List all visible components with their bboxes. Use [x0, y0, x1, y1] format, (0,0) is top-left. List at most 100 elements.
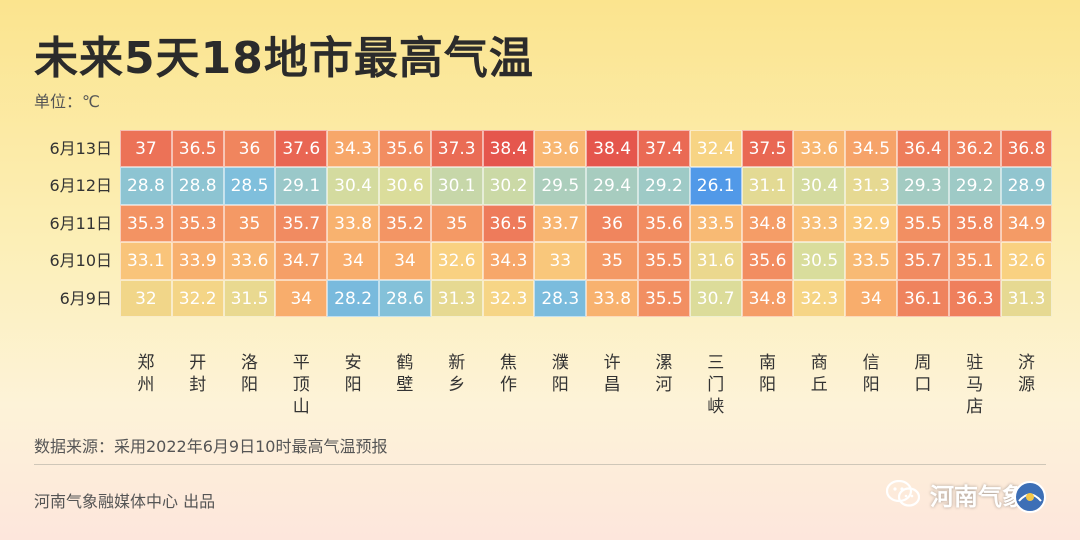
chart-title: 未来5天18地市最高气温 [34, 33, 534, 84]
heatmap-cell: 32.6 [1000, 242, 1053, 280]
footer-divider [34, 464, 1046, 465]
heatmap-cell: 34 [275, 279, 328, 317]
heatmap-cell: 36.4 [897, 130, 949, 168]
wechat-icon [886, 480, 920, 507]
heatmap-cell: 33.6 [534, 130, 587, 168]
row-label: 6月13日 [49, 139, 112, 158]
row-label: 6月10日 [49, 251, 112, 271]
heatmap-cell: 36.8 [1000, 130, 1053, 168]
column-label: 新乡 [448, 353, 466, 395]
heatmap-cell: 28.5 [223, 167, 276, 205]
heatmap-cell: 31.3 [1000, 279, 1053, 317]
heatmap-cell: 37.6 [275, 130, 328, 168]
row-label: 6月9日 [59, 288, 112, 308]
heatmap-cell: 32.3 [482, 279, 535, 317]
column-label: 周口 [914, 353, 932, 395]
heatmap-cell: 32.4 [689, 130, 742, 168]
heatmap-cell: 34.3 [482, 242, 535, 280]
column-label: 漯河 [655, 353, 673, 395]
column-label: 开封 [189, 353, 207, 395]
heatmap-cell: 33 [534, 242, 587, 280]
heatmap-cell: 29.4 [586, 167, 638, 205]
heatmap-cell: 37.3 [430, 130, 483, 168]
heatmap-cell: 34.9 [1000, 204, 1053, 243]
heatmap-cell: 35.6 [638, 204, 690, 243]
heatmap-cell: 37 [120, 130, 172, 168]
heatmap-cell: 28.6 [379, 279, 431, 317]
heatmap-cell: 30.1 [430, 167, 483, 205]
heatmap-cell: 28.3 [534, 279, 587, 317]
heatmap-cell: 32.3 [793, 279, 846, 317]
heatmap-cell: 30.5 [793, 242, 846, 280]
column-label: 濮阳 [551, 353, 569, 395]
heatmap-cell: 34.3 [327, 130, 379, 168]
heatmap-cell: 35.7 [275, 204, 328, 243]
heatmap-cell: 33.9 [171, 242, 224, 280]
row-label: 6月11日 [49, 213, 112, 233]
heatmap-cell: 35 [586, 242, 638, 280]
heatmap-cell: 36.2 [948, 130, 1001, 168]
heatmap-cell: 33.8 [327, 204, 379, 243]
heatmap-cell: 35.6 [741, 242, 794, 280]
brand-mark: 河南气象 [886, 474, 1026, 514]
heatmap-cell: 29.3 [897, 167, 949, 205]
heatmap-cell: 35 [430, 204, 483, 243]
heatmap-cell: 35.6 [379, 130, 431, 168]
heatmap-cell: 30.6 [379, 167, 431, 205]
column-label: 三门峡 [707, 353, 725, 417]
column-label: 鹤壁 [396, 353, 414, 395]
heatmap-cell: 35.5 [897, 204, 949, 243]
heatmap-cell: 29.2 [948, 167, 1001, 205]
row-label: 6月12日 [49, 176, 112, 196]
column-label: 济源 [1017, 353, 1035, 395]
heatmap-cell: 34.5 [845, 130, 897, 168]
heatmap-cell: 34 [327, 242, 379, 280]
heatmap-cell: 36.5 [171, 130, 224, 168]
heatmap-cell: 35.1 [948, 242, 1001, 280]
heatmap-cell: 37.4 [638, 130, 690, 168]
heatmap-cell: 35.3 [120, 204, 172, 243]
heatmap-cell: 33.7 [534, 204, 587, 243]
data-source-note: 数据来源：采用2022年6月9日10时最高气温预报 [34, 437, 388, 456]
column-label: 焦作 [499, 353, 517, 395]
heatmap-cell: 34 [379, 242, 431, 280]
heatmap-cell: 32 [120, 279, 172, 317]
column-label: 驻马店 [966, 353, 984, 417]
heatmap-cell: 36.5 [482, 204, 535, 243]
heatmap-cell: 32.2 [171, 279, 224, 317]
heatmap-cell: 33.5 [845, 242, 897, 280]
heatmap-cell: 35.7 [897, 242, 949, 280]
heatmap-cell: 30.2 [482, 167, 535, 205]
heatmap-cell: 35 [223, 204, 276, 243]
heatmap-cell: 36 [223, 130, 276, 168]
heatmap-cell: 38.4 [482, 130, 535, 168]
heatmap-cell: 30.7 [689, 279, 742, 317]
heatmap-cell: 31.3 [845, 167, 897, 205]
heatmap-cell: 35.2 [379, 204, 431, 243]
column-label: 安阳 [344, 353, 362, 395]
heatmap-cell: 33.5 [689, 204, 742, 243]
heatmap-cell: 26.1 [689, 167, 742, 205]
heatmap-cell: 29.5 [534, 167, 587, 205]
heatmap-cell: 36 [586, 204, 638, 243]
column-label: 信阳 [862, 353, 880, 395]
heatmap-cell: 34.8 [741, 204, 794, 243]
column-label: 洛阳 [240, 353, 258, 395]
heatmap-cell: 31.3 [430, 279, 483, 317]
heatmap-cell: 31.6 [689, 242, 742, 280]
heatmap-cell: 33.3 [793, 204, 846, 243]
column-label: 许昌 [603, 353, 621, 395]
heatmap-cell: 37.5 [741, 130, 794, 168]
heatmap-cell: 35.8 [948, 204, 1001, 243]
heatmap-cell: 29.1 [275, 167, 328, 205]
heatmap-cell: 34.7 [275, 242, 328, 280]
heatmap-cell: 35.5 [638, 242, 690, 280]
column-label: 郑州 [137, 353, 155, 395]
heatmap-cell: 33.6 [223, 242, 276, 280]
column-label: 平顶山 [292, 353, 310, 417]
heatmap-cell: 31.1 [741, 167, 794, 205]
heatmap-cell: 35.3 [171, 204, 224, 243]
heatmap-cell: 35.5 [638, 279, 690, 317]
heatmap-cell: 38.4 [586, 130, 638, 168]
heatmap-cell: 28.8 [171, 167, 224, 205]
